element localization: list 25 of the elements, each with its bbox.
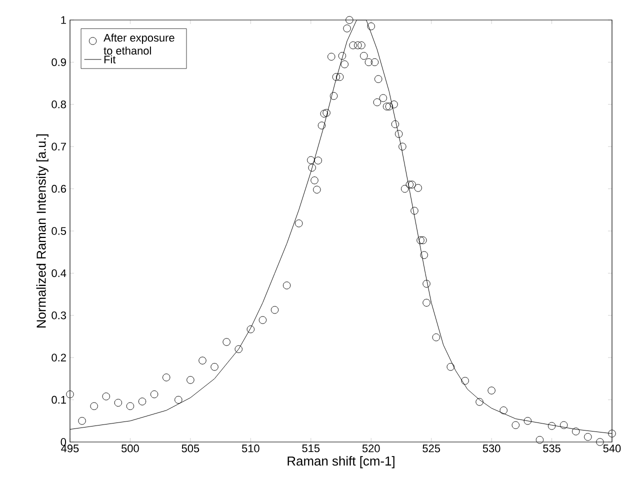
legend-label: Fit xyxy=(104,55,116,64)
y-tick-label: 0.8 xyxy=(52,100,66,108)
x-tick-label: 510 xyxy=(242,444,260,452)
x-tick-label: 495 xyxy=(61,444,79,452)
y-tick-label: 0.5 xyxy=(52,227,66,235)
y-tick-label: 0.2 xyxy=(52,354,66,362)
legend-label: After exposure to ethanol xyxy=(104,34,174,55)
x-tick-label: 535 xyxy=(543,444,560,452)
y-tick-label: 0.6 xyxy=(52,184,66,193)
x-tick-label: 515 xyxy=(302,444,320,452)
x-tick-label: 530 xyxy=(482,444,500,452)
x-tick-label: 505 xyxy=(182,444,200,452)
y-axis-title: Normalized Raman Intensity [a.u.] xyxy=(36,134,48,328)
x-tick-label: 540 xyxy=(603,444,621,452)
y-tick-label: 0.7 xyxy=(52,142,66,150)
y-tick-label: 0.9 xyxy=(52,58,66,66)
y-tick-label: 1 xyxy=(61,16,66,24)
x-axis-title: Raman shift [cm-1] xyxy=(288,456,394,468)
x-tick-label: 525 xyxy=(422,444,440,452)
y-tick-label: 0.1 xyxy=(52,396,66,404)
x-tick-label: 500 xyxy=(122,444,139,452)
x-tick-label: 520 xyxy=(362,444,380,452)
y-tick-label: 0.3 xyxy=(52,312,66,320)
y-tick-label: 0.4 xyxy=(52,269,66,278)
y-tick-label: 0 xyxy=(60,438,66,446)
